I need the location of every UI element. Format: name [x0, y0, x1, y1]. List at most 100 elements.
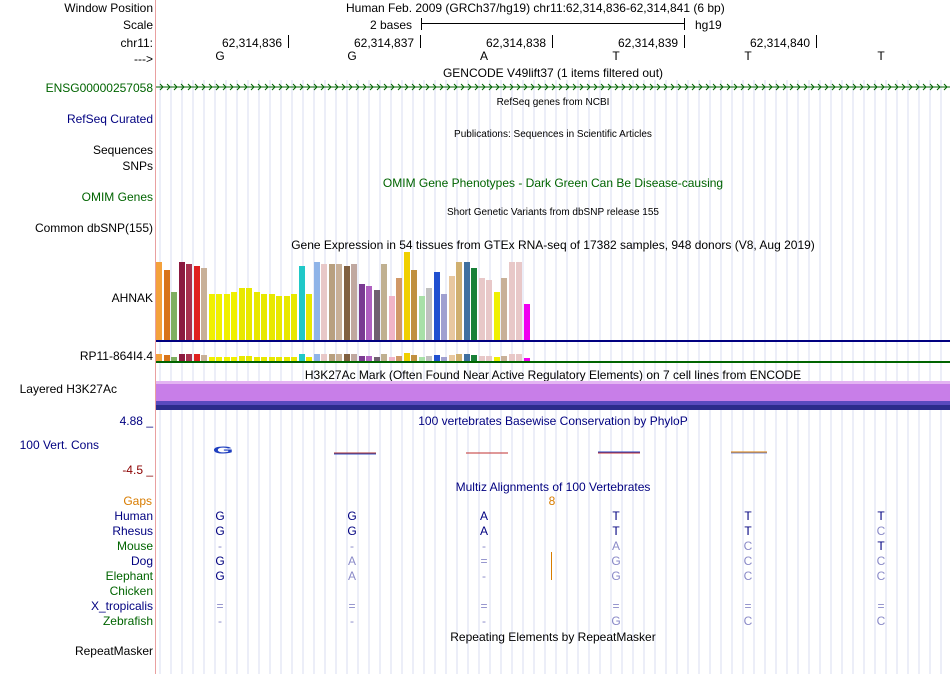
gtex-bar-small[interactable] — [456, 354, 462, 361]
gtex-bar[interactable] — [336, 264, 342, 340]
gtex-bar[interactable] — [471, 268, 477, 340]
gtex-bar[interactable] — [216, 294, 222, 340]
gtex-bar-small[interactable] — [171, 356, 177, 361]
gtex-bar-small[interactable] — [178, 354, 185, 361]
snps-track-label[interactable]: SNPs — [122, 159, 153, 173]
gtex-bar[interactable] — [268, 294, 275, 340]
gtex-bar-small[interactable] — [448, 355, 455, 361]
gtex-bar-small[interactable] — [208, 356, 215, 361]
gtex-bar[interactable] — [493, 292, 500, 340]
gtex-gene-label-ahnak[interactable]: AHNAK — [111, 291, 153, 305]
gtex-bar[interactable] — [388, 296, 395, 340]
species-label[interactable]: Human — [114, 509, 153, 523]
gtex-bar[interactable] — [231, 292, 237, 340]
gtex-bar-small[interactable] — [276, 357, 282, 361]
gencode-track-title[interactable]: GENCODE V49lift37 (1 items filtered out) — [442, 66, 664, 80]
gtex-bar-small[interactable] — [463, 354, 470, 361]
gtex-bar-small[interactable] — [216, 356, 222, 361]
gtex-bar-small[interactable] — [351, 354, 357, 361]
gtex-bar[interactable] — [238, 288, 245, 340]
gtex-bar-small[interactable] — [231, 356, 237, 361]
species-label[interactable]: Chicken — [109, 584, 153, 598]
gtex-bar-small[interactable] — [306, 356, 312, 361]
species-label[interactable]: Elephant — [105, 569, 153, 583]
label-separator[interactable] — [155, 0, 156, 674]
publications-track-title[interactable]: Publications: Sequences in Scientific Ar… — [454, 129, 652, 140]
species-label[interactable]: Rhesus — [112, 524, 153, 538]
gtex-bar-small[interactable] — [343, 354, 350, 361]
gtex-bar-small[interactable] — [493, 356, 500, 361]
gtex-bar-small[interactable] — [313, 354, 320, 361]
gtex-bar-small[interactable] — [403, 353, 410, 361]
gtex-bar[interactable] — [306, 294, 312, 340]
gtex-bar[interactable] — [381, 264, 387, 340]
gtex-bar[interactable] — [403, 252, 410, 340]
gtex-bar[interactable] — [246, 288, 252, 340]
gtex-bar-small[interactable] — [441, 356, 447, 361]
gtex-bar[interactable] — [358, 284, 365, 340]
refseq-track-label[interactable]: RefSeq Curated — [66, 112, 153, 126]
gtex-bar-small[interactable] — [328, 354, 335, 361]
gencode-gene-line[interactable] — [156, 82, 950, 92]
gtex-bar[interactable] — [276, 296, 282, 340]
sequences-track-label[interactable]: Sequences — [92, 143, 153, 157]
gtex-bar[interactable] — [396, 278, 402, 340]
gtex-bar[interactable] — [343, 266, 350, 340]
gtex-bar-small[interactable] — [433, 354, 440, 361]
gtex-bar[interactable] — [193, 266, 200, 340]
gtex-bar[interactable] — [201, 268, 207, 340]
gtex-bar-small[interactable] — [381, 354, 387, 361]
gtex-bar[interactable] — [321, 264, 327, 340]
gtex-bar-small[interactable] — [261, 356, 267, 361]
gtex-bar[interactable] — [313, 262, 320, 340]
gtex-bar-small[interactable] — [501, 355, 507, 361]
gtex-bar[interactable] — [441, 294, 447, 340]
gtex-bar[interactable] — [456, 262, 462, 340]
gtex-bar-small[interactable] — [223, 356, 230, 361]
gtex-bar-small[interactable] — [366, 356, 372, 361]
gtex-bar[interactable] — [366, 286, 372, 340]
h3k27-signal[interactable] — [156, 381, 950, 401]
gtex-bar[interactable] — [478, 278, 485, 340]
gtex-bar-small[interactable] — [336, 354, 342, 361]
gtex-bar-small[interactable] — [186, 354, 192, 361]
gtex-bar-small[interactable] — [238, 356, 245, 361]
dbsnp-track-label[interactable]: Common dbSNP(155) — [34, 221, 153, 235]
gtex-bar-small[interactable] — [396, 355, 402, 361]
gtex-bar[interactable] — [486, 280, 492, 340]
gtex-bar[interactable] — [351, 264, 357, 340]
gtex-bar[interactable] — [261, 294, 267, 340]
gtex-bar[interactable] — [411, 270, 417, 340]
cons-signal[interactable]: G — [156, 440, 950, 460]
h3k27-track-label[interactable]: Layered H3K27Ac — [19, 382, 117, 396]
gtex-bar[interactable] — [283, 296, 290, 340]
gtex-bar[interactable] — [501, 278, 507, 340]
gtex-bar[interactable] — [208, 294, 215, 340]
gtex-bar-small[interactable] — [508, 354, 515, 361]
gtex-bar[interactable] — [418, 296, 425, 340]
dbsnp-track-title[interactable]: Short Genetic Variants from dbSNP releas… — [447, 207, 659, 218]
gtex-bar-small[interactable] — [418, 357, 425, 361]
cons-track-title[interactable]: 100 vertebrates Basewise Conservation by… — [418, 414, 688, 428]
species-label[interactable]: Mouse — [116, 539, 153, 553]
gtex-bar-small[interactable] — [193, 354, 200, 361]
gtex-bar-small[interactable] — [268, 356, 275, 361]
gtex-expression-bars[interactable] — [156, 250, 536, 340]
gtex-bar-small[interactable] — [156, 354, 162, 361]
gtex-bar[interactable] — [508, 262, 515, 340]
gtex-bar-small[interactable] — [321, 354, 327, 361]
gtex-bar[interactable] — [426, 288, 432, 340]
species-label[interactable]: X_tropicalis — [90, 599, 153, 613]
gtex-bar-small[interactable] — [411, 354, 417, 361]
gtex-bar-small[interactable] — [298, 354, 305, 361]
gtex-bar[interactable] — [463, 262, 470, 340]
gtex-bar[interactable] — [253, 292, 260, 340]
gtex-bar-small[interactable] — [426, 356, 432, 361]
gtex-bar[interactable] — [291, 294, 297, 340]
gtex-bar[interactable] — [156, 262, 162, 340]
gtex-bar[interactable] — [178, 262, 185, 340]
gtex-bar[interactable] — [186, 264, 192, 340]
gtex-bar-small[interactable] — [523, 357, 530, 361]
gtex-bar-small[interactable] — [253, 356, 260, 361]
gtex-gene-label-rp11[interactable]: RP11-864I4.4 — [79, 349, 153, 363]
